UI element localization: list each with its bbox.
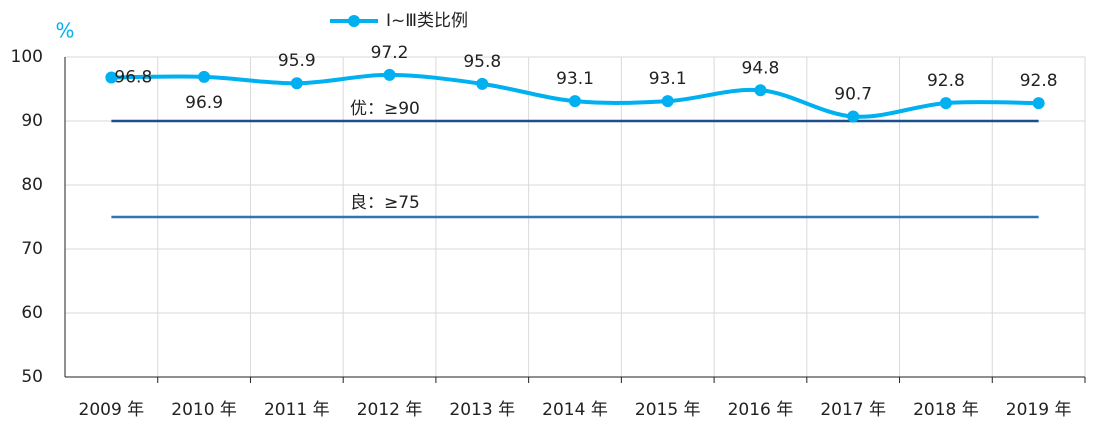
x-tick-label: 2010 年 <box>171 400 237 420</box>
data-label: 93.1 <box>556 69 594 89</box>
data-point <box>847 110 860 123</box>
data-label: 90.7 <box>834 85 872 105</box>
y-tick-label: 70 <box>21 239 43 259</box>
x-tick-label: 2019 年 <box>1006 400 1072 420</box>
data-label: 92.8 <box>927 71 965 91</box>
reference-label: 优：≥90 <box>350 99 420 119</box>
data-label: 92.8 <box>1020 71 1058 91</box>
data-point <box>1032 97 1045 110</box>
data-point <box>939 97 952 110</box>
data-point <box>290 77 303 90</box>
data-point <box>661 95 674 108</box>
data-point <box>476 77 489 90</box>
data-point <box>198 70 211 83</box>
x-tick-label: 2011 年 <box>264 400 330 420</box>
data-point <box>754 84 767 97</box>
x-tick-label: 2015 年 <box>635 400 701 420</box>
legend-label: Ⅰ~Ⅲ类比例 <box>386 11 468 31</box>
x-tick-label: 2013 年 <box>449 400 515 420</box>
data-point <box>383 68 396 81</box>
x-tick-label: 2018 年 <box>913 400 979 420</box>
y-axis-label: % <box>55 19 74 43</box>
x-tick-label: 2016 年 <box>728 400 794 420</box>
x-tick-label: 2014 年 <box>542 400 608 420</box>
x-tick-label: 2012 年 <box>357 400 423 420</box>
data-label: 95.8 <box>463 52 501 72</box>
y-tick-label: 60 <box>21 303 43 323</box>
x-tick-label: 2017 年 <box>820 400 886 420</box>
x-tick-label: 2009 年 <box>79 400 145 420</box>
data-point <box>569 95 581 108</box>
data-label: 96.8 <box>114 67 152 87</box>
reference-label: 良：≥75 <box>350 193 420 213</box>
data-label: 97.2 <box>371 43 409 63</box>
data-label: 94.8 <box>742 58 780 78</box>
y-tick-label: 100 <box>11 47 43 67</box>
y-tick-label: 50 <box>21 367 43 387</box>
data-label: 95.9 <box>278 51 316 71</box>
data-point <box>105 71 118 84</box>
data-label: 93.1 <box>649 69 687 89</box>
data-label: 96.9 <box>185 93 223 113</box>
legend-marker <box>348 15 360 27</box>
y-tick-label: 90 <box>21 111 43 131</box>
y-tick-label: 80 <box>21 175 43 195</box>
